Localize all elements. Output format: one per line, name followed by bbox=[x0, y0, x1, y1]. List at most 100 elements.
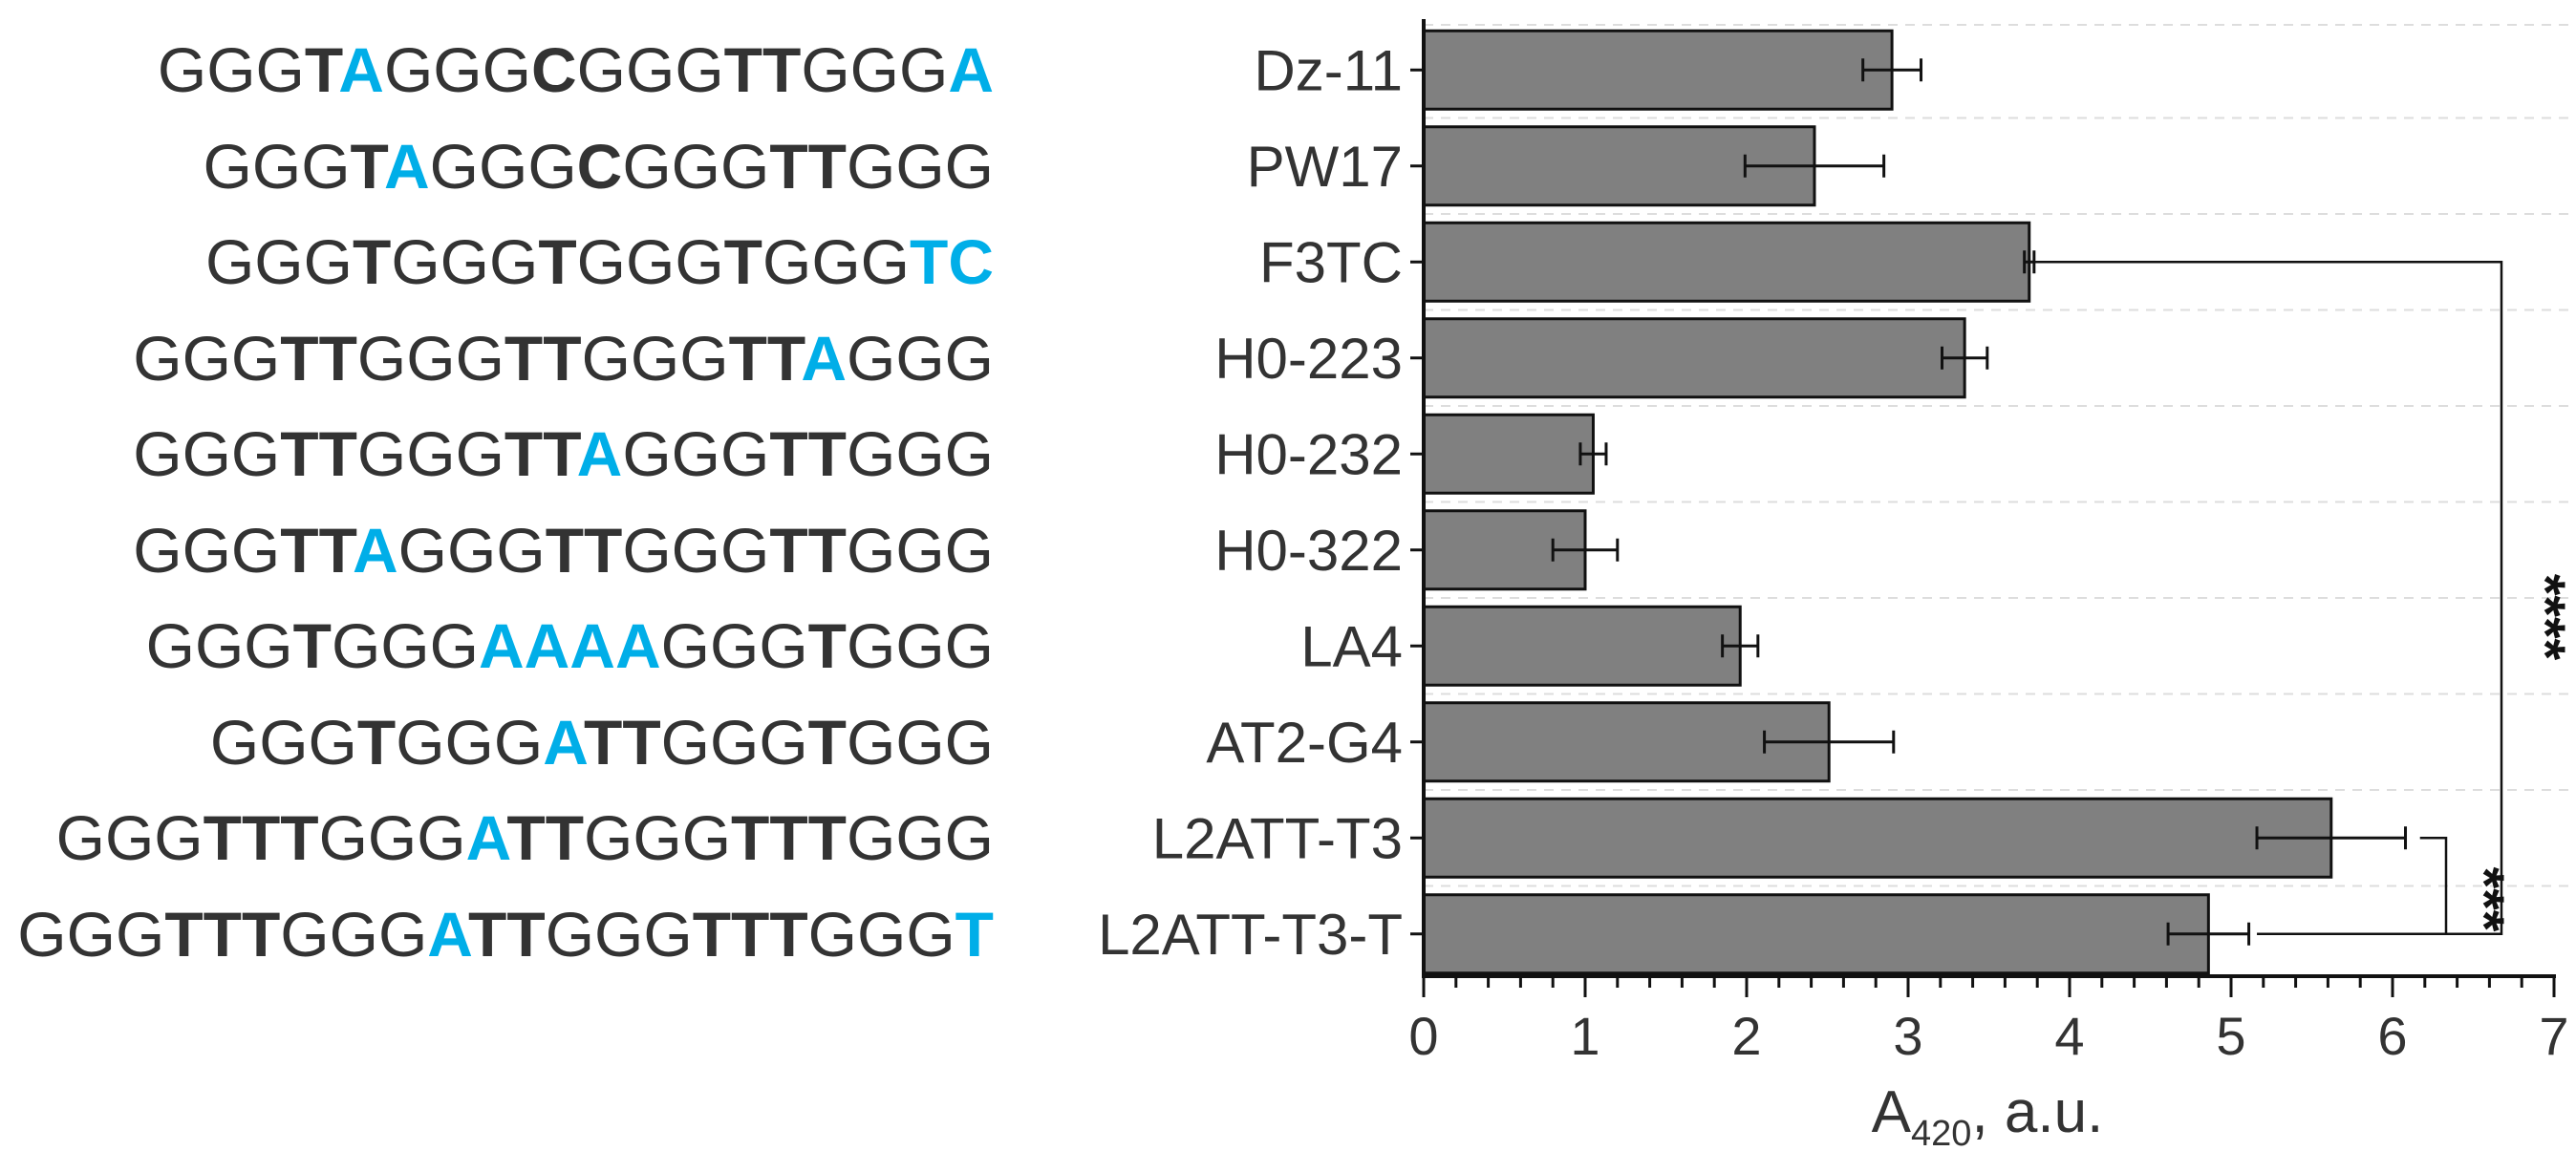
sequence-segment: T bbox=[356, 706, 397, 778]
sequence-segment: TT bbox=[280, 514, 353, 586]
sequence-segment: GGG bbox=[846, 610, 994, 682]
sequence-segment: GGG bbox=[846, 802, 994, 874]
sequence-segment: GGG bbox=[331, 610, 479, 682]
sequence-segment: GGG bbox=[157, 34, 305, 106]
x-tick-label: 3 bbox=[1893, 1006, 1922, 1066]
sequence-segment: TT bbox=[769, 418, 847, 490]
sequence-segment: GGG bbox=[203, 130, 351, 202]
sequence-segment: T bbox=[292, 610, 332, 682]
category-label: L2ATT-T3 bbox=[1152, 806, 1403, 870]
sequence-segment: TT bbox=[280, 322, 357, 394]
sequence-line: GGGTTAGGGTTGGGTTGGG bbox=[133, 519, 994, 582]
sequence-segment: GGG bbox=[576, 34, 724, 106]
sequence-segment: A bbox=[427, 898, 469, 970]
significance-bracket bbox=[2419, 837, 2448, 935]
sequence-segment: A bbox=[543, 706, 584, 778]
sequence-segment: C bbox=[530, 34, 577, 106]
sequence-segment: GGG bbox=[280, 898, 428, 970]
sequence-segment: GGG bbox=[145, 610, 293, 682]
sequence-segment: GGG bbox=[318, 802, 466, 874]
x-axis-title-subscript: 420 bbox=[1911, 1114, 1971, 1151]
x-axis-title: A420, a.u. bbox=[1872, 1079, 2104, 1151]
x-tick-label: 1 bbox=[1570, 1006, 1599, 1066]
sequence-line: GGGTAGGGCGGGTTGGG bbox=[204, 135, 994, 198]
sequence-line: GGGTTGGGTTAGGGTTGGG bbox=[133, 422, 994, 485]
category-label: F3TC bbox=[1259, 230, 1403, 294]
sequence-line: GGGTTTGGGATTGGGTTTGGGT bbox=[17, 903, 994, 966]
sequence-segment: GGG bbox=[846, 514, 994, 586]
category-label: LA4 bbox=[1300, 614, 1403, 678]
sequence-segment: GGG bbox=[55, 802, 204, 874]
x-axis-title-main: A bbox=[1872, 1079, 1912, 1145]
sequence-segment: TT bbox=[723, 34, 802, 106]
sequence-segment: GGG bbox=[204, 226, 353, 298]
category-label: PW17 bbox=[1247, 135, 1403, 199]
sequence-segment: GGG bbox=[584, 802, 732, 874]
sequence-segment: GGG bbox=[209, 706, 357, 778]
category-label: AT2-G4 bbox=[1206, 711, 1403, 775]
sequence-segment: A bbox=[353, 514, 398, 586]
x-tick-label: 6 bbox=[2377, 1006, 2407, 1066]
sequence-segment: GGG bbox=[622, 418, 770, 490]
sequence-segment: GGG bbox=[807, 898, 955, 970]
category-label: H0-232 bbox=[1214, 422, 1403, 486]
sequence-segment: A bbox=[465, 802, 507, 874]
sequence-segment: GGG bbox=[391, 226, 539, 298]
x-tick-label: 2 bbox=[1731, 1006, 1761, 1066]
sequence-segment: TT bbox=[504, 322, 582, 394]
sequence-segment: GGG bbox=[846, 322, 994, 394]
sequence-segment: T bbox=[723, 226, 762, 298]
bar bbox=[1422, 893, 2210, 975]
sequence-segment: GGG bbox=[545, 898, 693, 970]
category-label: L2ATT-T3-T bbox=[1098, 903, 1403, 967]
sequence-segment: GGG bbox=[846, 706, 994, 778]
sequence-segment: TTT bbox=[692, 898, 808, 970]
sequence-segment: TT bbox=[584, 706, 661, 778]
sequence-segment: T bbox=[807, 610, 847, 682]
sequence-segment: GGG bbox=[622, 514, 770, 586]
bar bbox=[1422, 413, 1595, 495]
sequence-segment: T bbox=[955, 898, 994, 970]
sequence-segment: T bbox=[352, 226, 392, 298]
sequence-segment: TT bbox=[545, 514, 623, 586]
sequence-segment: A bbox=[383, 130, 430, 202]
sequence-segment: GGG bbox=[17, 898, 165, 970]
sequence-segment: GGG bbox=[133, 322, 281, 394]
sequence-segment: GGG bbox=[660, 610, 808, 682]
category-label: H0-322 bbox=[1214, 519, 1403, 583]
sequence-segment: A bbox=[801, 322, 847, 394]
sequence-segment: GGG bbox=[576, 226, 724, 298]
sequence-segment: GGG bbox=[383, 34, 531, 106]
sequence-segment: GGG bbox=[846, 130, 994, 202]
sequence-segment: T bbox=[538, 226, 577, 298]
sequence-segment: C bbox=[576, 130, 623, 202]
significance-bracket bbox=[2033, 261, 2503, 935]
sequence-segment: GGG bbox=[660, 706, 808, 778]
sequence-segment: GGG bbox=[356, 418, 504, 490]
bar bbox=[1422, 605, 1742, 687]
sequence-segment: GGG bbox=[762, 226, 911, 298]
sequence-segment: GGG bbox=[801, 34, 949, 106]
x-tick-label: 7 bbox=[2539, 1006, 2568, 1066]
sequence-segment: A bbox=[948, 34, 994, 106]
sequence-segment: T bbox=[304, 34, 339, 106]
x-tick-label: 5 bbox=[2216, 1006, 2245, 1066]
bar bbox=[1422, 221, 2031, 303]
sequence-line: GGGTTTGGGATTGGGTTTGGG bbox=[56, 806, 994, 869]
sequence-segment: GGG bbox=[846, 418, 994, 490]
sequence-segment: TT bbox=[769, 514, 847, 586]
sequence-panel: GGGTAGGGCGGGTTGGGA GGGTAGGGCGGGTTGGG GGGTG… bbox=[0, 0, 994, 1151]
category-label: H0-223 bbox=[1214, 327, 1403, 391]
sequence-segment: GGG bbox=[396, 706, 544, 778]
sequence-segment: GGG bbox=[356, 322, 504, 394]
bar bbox=[1422, 797, 2333, 879]
sequence-segment: TTT bbox=[164, 898, 281, 970]
sequence-segment: T bbox=[807, 706, 847, 778]
bar bbox=[1422, 701, 1831, 783]
x-tick-label: 4 bbox=[2054, 1006, 2084, 1066]
sequence-segment: TTT bbox=[731, 802, 847, 874]
sequence-line: GGGTTGGGTTGGGTTAGGG bbox=[133, 327, 994, 390]
sequence-segment: A bbox=[338, 34, 384, 106]
x-axis-title-rest: , a.u. bbox=[1971, 1079, 2103, 1145]
